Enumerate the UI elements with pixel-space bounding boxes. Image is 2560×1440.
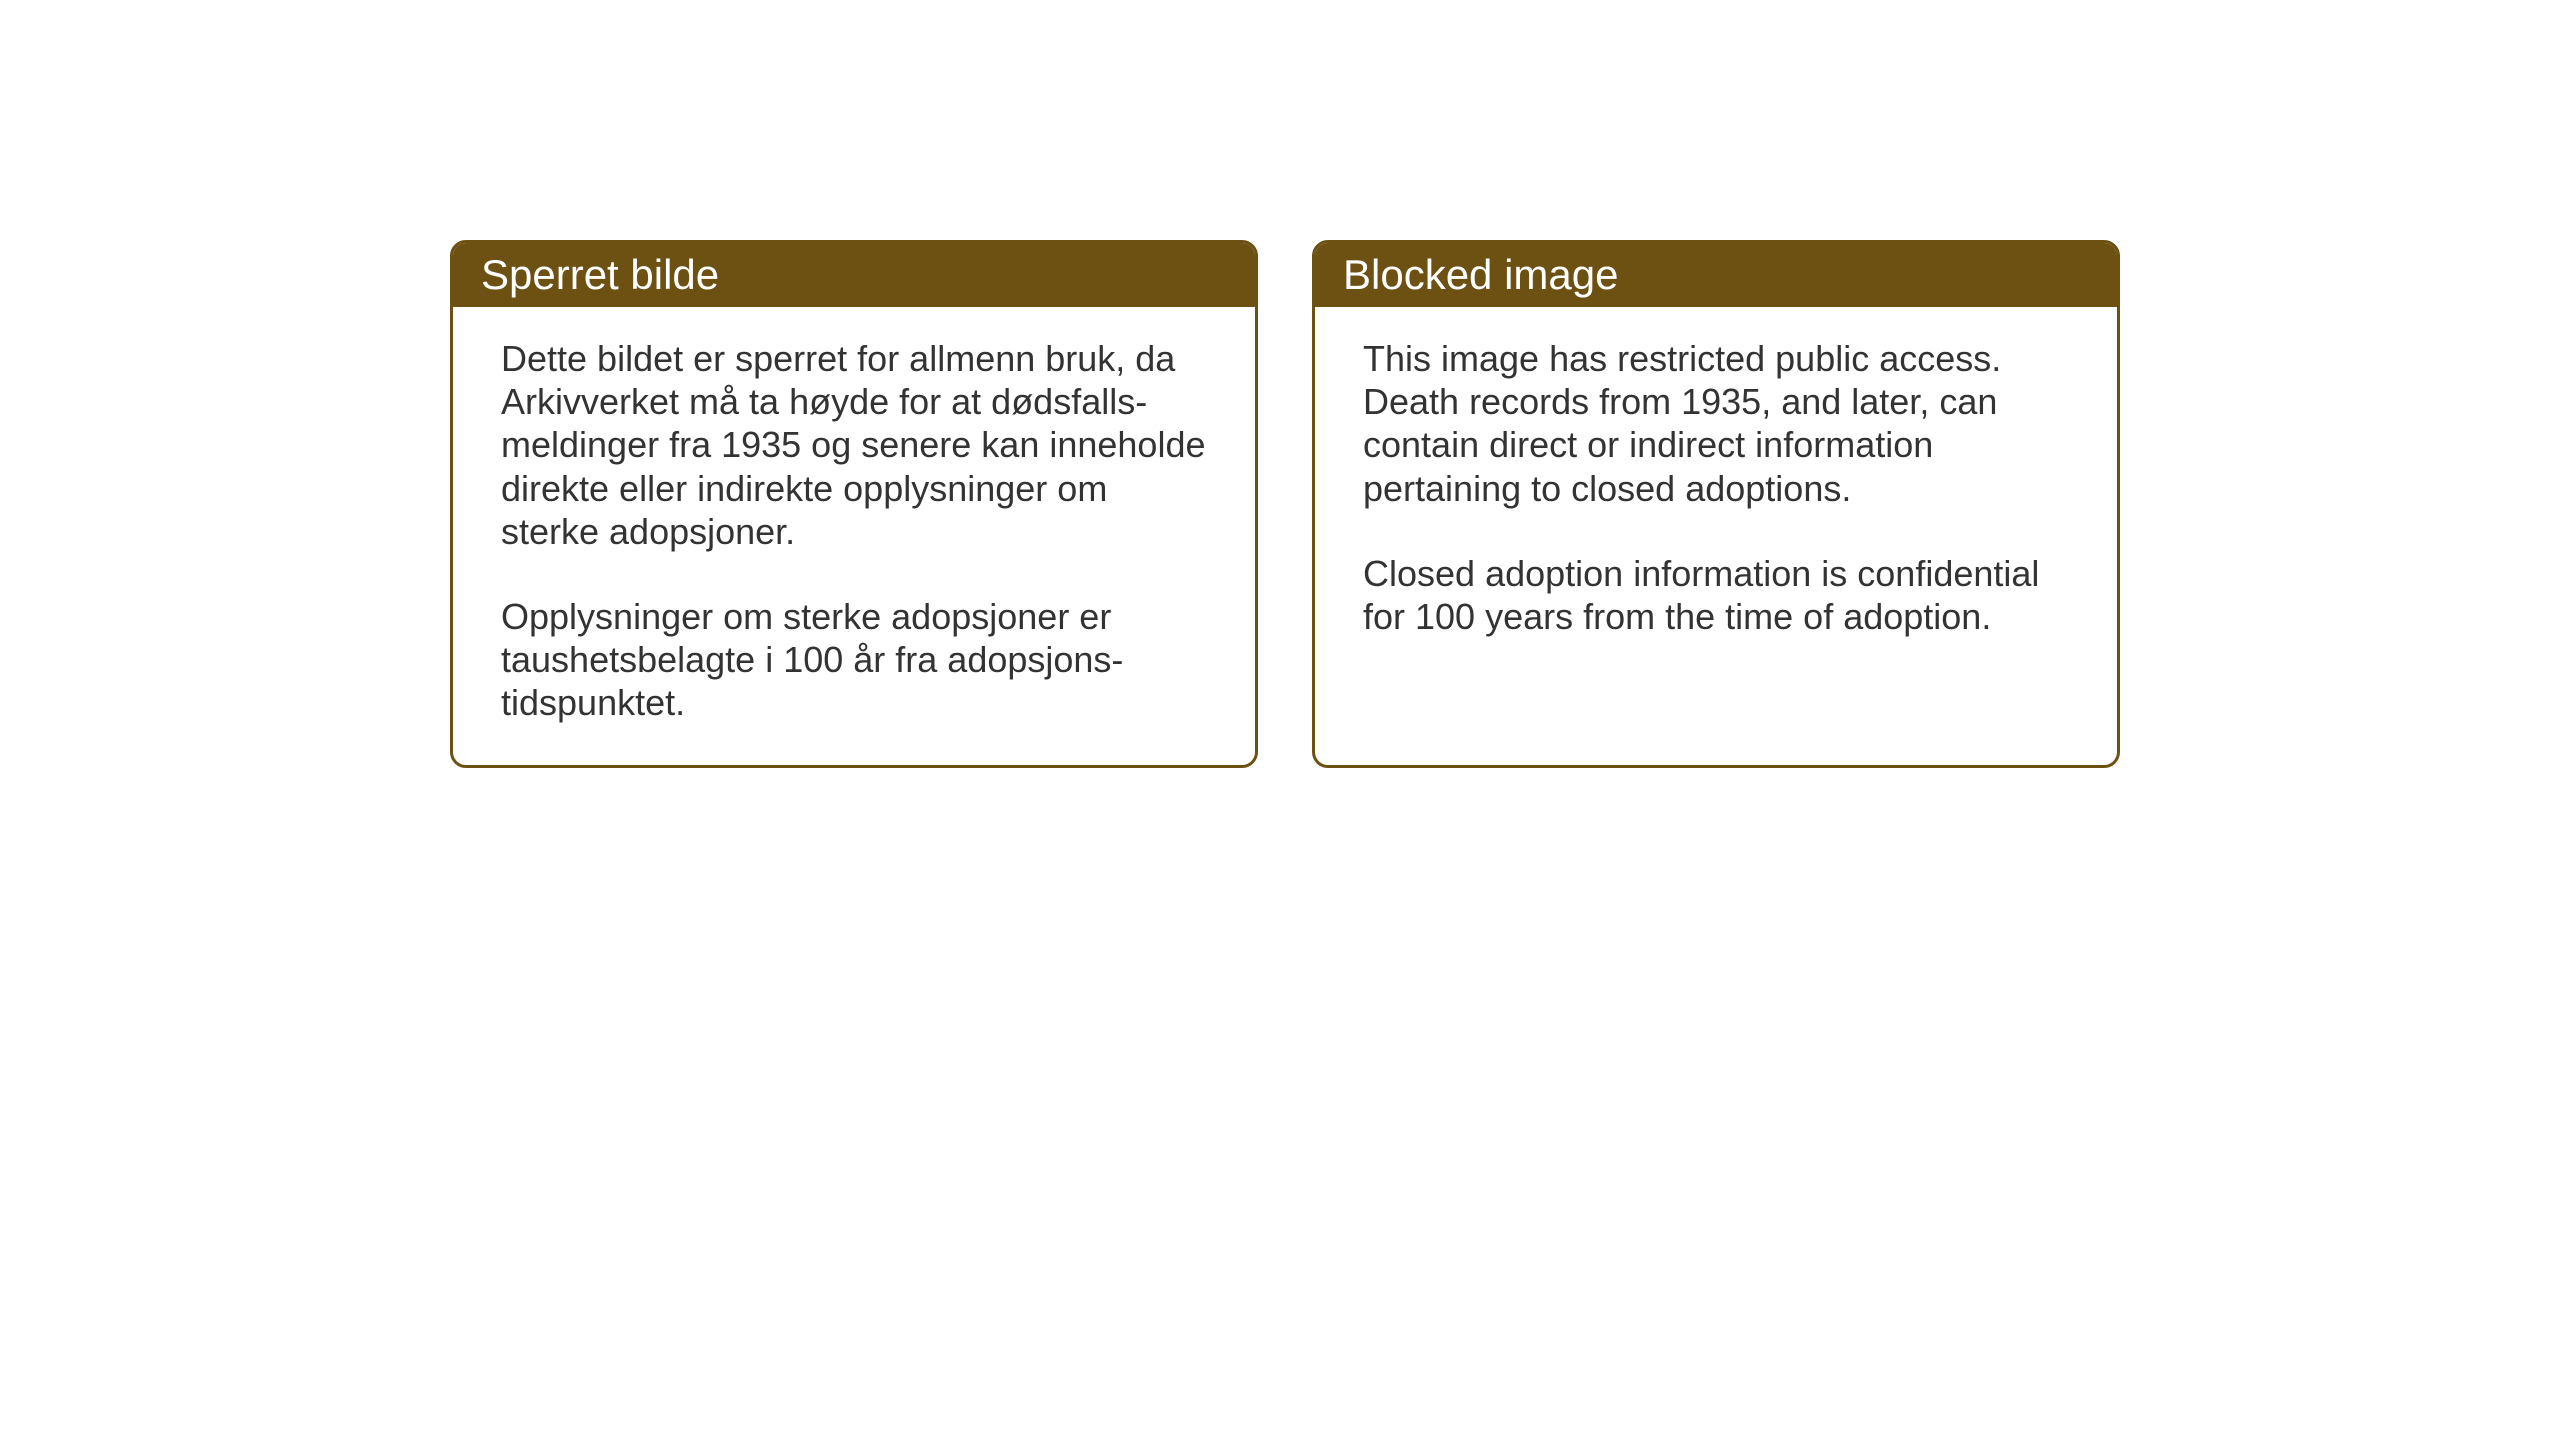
notice-header-norwegian: Sperret bilde (453, 243, 1255, 307)
notice-title-norwegian: Sperret bilde (481, 251, 719, 298)
notice-body-english: This image has restricted public access.… (1315, 307, 2117, 747)
notice-card-norwegian: Sperret bilde Dette bildet er sperret fo… (450, 240, 1258, 768)
notice-header-english: Blocked image (1315, 243, 2117, 307)
notice-paragraph-2-english: Closed adoption information is confident… (1363, 552, 2069, 638)
notice-container: Sperret bilde Dette bildet er sperret fo… (450, 240, 2120, 768)
notice-paragraph-1-norwegian: Dette bildet er sperret for allmenn bruk… (501, 337, 1207, 553)
notice-card-english: Blocked image This image has restricted … (1312, 240, 2120, 768)
notice-title-english: Blocked image (1343, 251, 1618, 298)
notice-body-norwegian: Dette bildet er sperret for allmenn bruk… (453, 307, 1255, 765)
notice-paragraph-2-norwegian: Opplysninger om sterke adopsjoner er tau… (501, 595, 1207, 725)
notice-paragraph-1-english: This image has restricted public access.… (1363, 337, 2069, 510)
